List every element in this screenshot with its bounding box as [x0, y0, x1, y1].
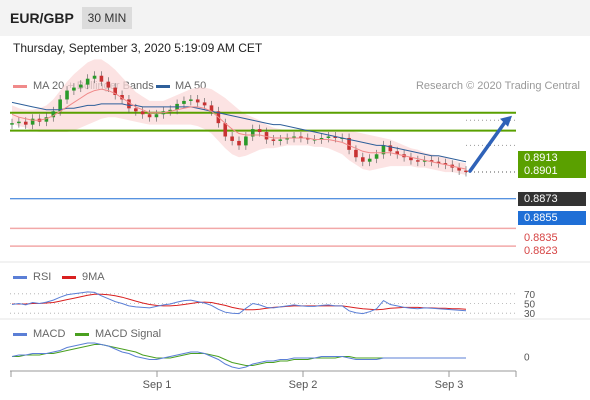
candle-body-55	[388, 145, 393, 152]
price-label-0.8835: 0.8835	[524, 232, 558, 244]
candle-body-13	[99, 75, 104, 82]
candle-body-9	[72, 87, 76, 91]
candle-body-36	[257, 129, 262, 133]
candle-body-18	[134, 108, 138, 112]
legend-macd-signal: MACD Signal	[95, 328, 162, 340]
candle-body-29	[209, 105, 214, 112]
legend-rsi: RSI	[33, 271, 52, 283]
timeframe-button[interactable]: 30 MIN	[82, 7, 132, 29]
x-tick-label-0: Sep 1	[143, 379, 172, 391]
candle-body-63	[443, 163, 448, 165]
candle-body-11	[85, 78, 90, 85]
candle-body-45	[319, 137, 324, 140]
candle-body-17	[127, 99, 131, 109]
candle-body-42	[299, 136, 303, 138]
candle-body-65	[457, 167, 461, 171]
candle-body-37	[264, 132, 269, 140]
ma50-line	[11, 101, 467, 163]
candle-body-14	[106, 81, 111, 88]
candle-body-1	[17, 121, 21, 124]
top-bar: EUR/GBP 30 MIN	[0, 0, 590, 36]
ma9-legend-swatch	[62, 276, 76, 279]
macd-legend-swatch	[13, 333, 27, 336]
candle-body-39	[278, 139, 283, 141]
candle-body-27	[195, 99, 200, 103]
price-label-0.8855: 0.8855	[518, 211, 586, 225]
candle-body-20	[147, 114, 152, 118]
candle-body-7	[58, 99, 62, 112]
candle-body-46	[326, 136, 331, 138]
projection-arrow-shaft	[468, 119, 508, 173]
x-tick-label-2: Sep 3	[435, 379, 464, 391]
rsi-level-label-70: 70	[524, 290, 536, 301]
macd-signal-legend-swatch	[75, 333, 89, 336]
candle-body-0	[10, 123, 14, 125]
rsi-level-label-50: 50	[524, 300, 536, 311]
candle-body-31	[223, 123, 228, 137]
candle-body-43	[305, 137, 310, 140]
candle-body-16	[120, 95, 124, 100]
candle-body-23	[168, 109, 173, 112]
candle-body-66	[464, 170, 468, 173]
rsi-legend-swatch	[13, 276, 27, 279]
candle-body-8	[65, 90, 69, 100]
candle-body-5	[44, 117, 49, 122]
candle-body-33	[237, 140, 241, 146]
macd-zero-label: 0	[524, 353, 530, 364]
candle-body-32	[230, 136, 234, 141]
macd-line	[11, 342, 466, 370]
price-label-0.8823: 0.8823	[524, 245, 558, 257]
candle-body-56	[395, 151, 400, 155]
candle-body-10	[78, 84, 83, 88]
rsi-ma9-line	[12, 293, 467, 311]
candle-body-49	[347, 137, 351, 150]
projection-arrow-head	[500, 115, 512, 127]
candle-body-60	[422, 160, 427, 162]
x-tick-label-1: Sep 2	[289, 379, 318, 391]
ma20-legend-swatch	[13, 85, 27, 88]
candle-body-54	[381, 145, 386, 155]
candle-body-34	[244, 136, 248, 146]
candle-body-51	[361, 157, 365, 162]
candle-body-53	[374, 154, 379, 159]
candle-body-12	[92, 75, 97, 79]
price-label-0.8873: 0.8873	[518, 192, 586, 206]
candle-body-52	[367, 158, 372, 162]
candle-body-35	[250, 129, 255, 137]
rsi-level-label-30: 30	[524, 309, 536, 320]
candle-body-25	[182, 100, 186, 104]
macd-signal-line	[12, 344, 466, 366]
chart-credit: Research © 2020 Trading Central	[415, 80, 580, 92]
candle-body-62	[436, 161, 441, 164]
candle-body-2	[23, 121, 28, 125]
candle-body-61	[429, 160, 434, 162]
candle-body-3	[30, 118, 35, 125]
candle-body-40	[285, 137, 289, 140]
ma20-line	[11, 88, 467, 170]
price-label-0.8913: 0.8913	[518, 151, 586, 165]
candle-body-38	[271, 139, 276, 141]
candle-body-21	[154, 114, 159, 118]
candle-body-58	[409, 157, 413, 161]
chart-date: Thursday, September 3, 2020 5:19:09 AM C…	[13, 41, 263, 55]
candle-body-26	[189, 99, 193, 101]
legend-macd: MACD	[33, 328, 66, 340]
symbol-title: EUR/GBP	[10, 10, 74, 26]
candle-body-19	[140, 111, 145, 115]
legend-9ma: 9MA	[82, 271, 105, 283]
candle-body-15	[113, 87, 117, 95]
candle-body-47	[333, 136, 338, 138]
candle-body-6	[51, 111, 56, 118]
ma50-legend-swatch	[156, 85, 170, 88]
candle-body-41	[292, 136, 296, 138]
candle-body-59	[416, 160, 420, 162]
candle-body-28	[202, 102, 207, 106]
candle-body-50	[354, 149, 358, 158]
rsi-line	[11, 291, 467, 315]
price-label-0.8901: 0.8901	[518, 164, 586, 178]
